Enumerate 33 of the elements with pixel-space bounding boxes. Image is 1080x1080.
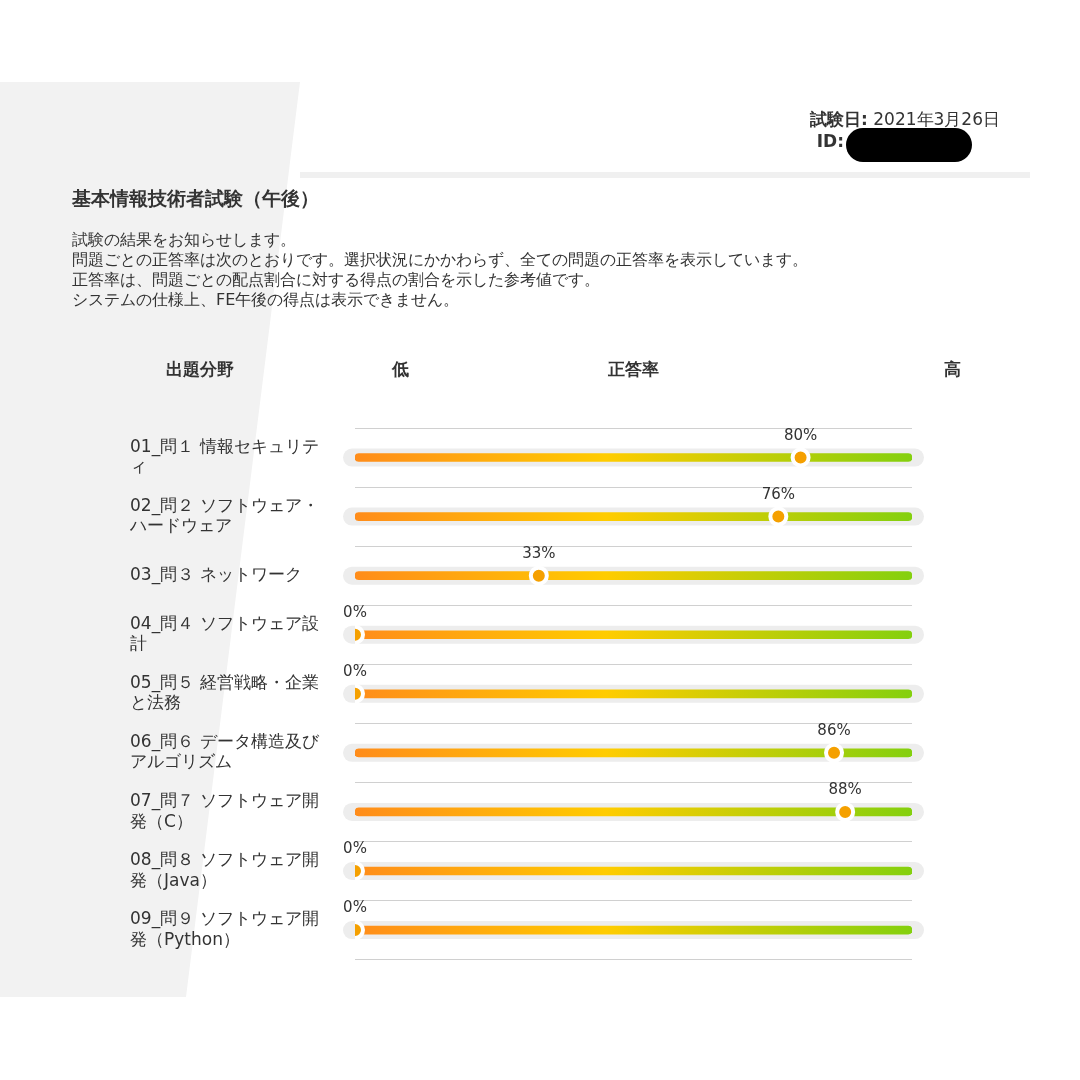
text: 高 (943, 358, 961, 381)
y-tick-label: 06_問６ データ構造及びアルゴリズム (130, 731, 320, 772)
text: 試験日: 2021年3月26日 (810, 108, 1000, 131)
data-label: 0% (343, 662, 367, 681)
y-tick-label: 03_問３ ネットワーク (130, 564, 302, 586)
point (790, 447, 811, 468)
text: システムの仕様上、FE午後の得点は表示できません。 (72, 290, 461, 310)
text: 試験の結果をお知らせします。 (72, 230, 297, 250)
text: 基本情報技術者試験（午後） (72, 186, 319, 211)
text: 問題ごとの正答率は次のとおりです。選択状況にかかわらず、全ての問題の正答率を表示しています。 (72, 250, 809, 270)
data-label: 0% (343, 898, 367, 917)
y-tick-label: 09_問９ ソフトウェア開発（Python） (130, 908, 319, 949)
text: 低 (391, 358, 409, 381)
data-label: 76% (761, 484, 795, 503)
y-tick-label: 04_問４ ソフトウェア設計 (130, 612, 319, 654)
data-label: 0% (343, 839, 367, 858)
point (824, 742, 845, 763)
y-tick-label: 01_問１ 情報セキュリティ (130, 435, 319, 477)
data-label: 88% (828, 780, 862, 799)
y-tick-label: 05_問５ 経営戦略・企業と法務 (130, 672, 319, 713)
y-axis-title: 出題分野 (166, 358, 234, 381)
data-label: 86% (817, 721, 851, 740)
data-label: 80% (783, 425, 818, 444)
point (768, 506, 789, 527)
x-axis-title: 正答率 (608, 358, 659, 381)
data-label: 0% (343, 603, 367, 622)
data-label: 33% (522, 544, 556, 563)
y-tick-label: 08_問８ ソフトウェア開発（Java） (130, 849, 319, 890)
text: ID: (816, 131, 844, 151)
text: 正答率は、問題ごとの配点割合に対する得点の割合を示した参考値です。 (72, 270, 601, 290)
point (835, 801, 856, 822)
y-tick-label: 07_問７ ソフトウェア開発（C） (130, 790, 319, 831)
y-tick-label: 02_問２ ソフトウェア・ハードウェア (129, 494, 319, 536)
